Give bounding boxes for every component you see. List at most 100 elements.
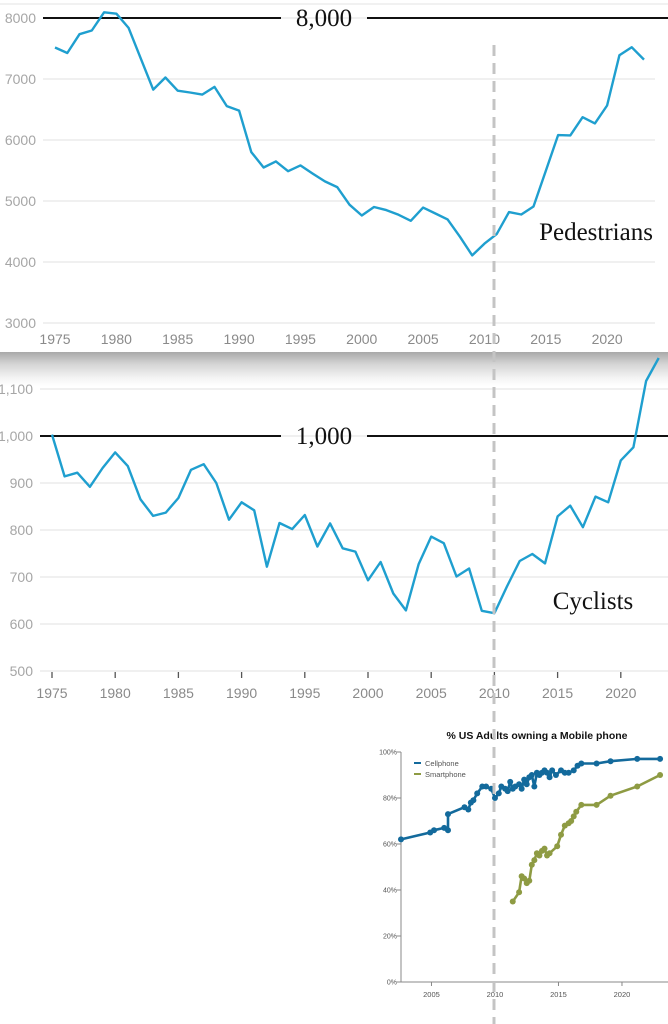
x-tick-label: 1995	[289, 685, 320, 701]
y-tick-label: 6000	[5, 132, 36, 148]
x-tick-label: 2020	[605, 685, 636, 701]
x-tick-label: 2005	[416, 685, 447, 701]
cellphone-data-point	[523, 781, 530, 788]
smartphone-data-point	[554, 843, 561, 850]
series-cellphone	[398, 755, 664, 843]
smartphone-data-point	[536, 852, 543, 859]
cellphone-data-point	[544, 769, 551, 776]
cellphone-data-point	[607, 758, 614, 765]
smartphone-data-point	[509, 898, 516, 905]
x-tick-label: 1980	[101, 331, 132, 347]
cellphone-data-point	[444, 827, 451, 834]
y-tick-label: 3000	[5, 315, 36, 331]
x-tick-label: 2020	[592, 331, 623, 347]
y-tick-label: 40%	[383, 888, 397, 895]
y-tick-label: 1,000	[0, 428, 33, 444]
x-tick-label: 1975	[36, 685, 67, 701]
y-tick-label: 600	[10, 616, 34, 632]
series-label-cyclists: Cyclists	[553, 588, 634, 615]
smartphone-data-point	[521, 875, 528, 882]
cyclists-chart: 500 600 700 800 900 1,000 1,100 1975 1980 1985 19…	[0, 357, 668, 701]
pedestrians-data-points	[54, 12, 644, 256]
smartphone-data-point	[634, 783, 641, 790]
pedestrians-reference-line: 8,000	[43, 5, 668, 32]
x-tick-label: 2010	[487, 990, 504, 999]
cellphone-data-point	[465, 806, 472, 813]
x-tick-label: 1980	[100, 685, 131, 701]
cellphone-data-point	[398, 836, 404, 843]
y-tick-label: 7000	[5, 71, 36, 87]
smartphone-data-point	[607, 792, 614, 799]
y-tick-label: 80%	[383, 796, 397, 803]
smartphone-data-point	[578, 801, 585, 808]
x-tick-label: 2000	[352, 685, 383, 701]
smartphone-data-point	[541, 845, 548, 852]
smartphone-data-point	[546, 850, 553, 857]
cellphone-data-point	[570, 767, 577, 774]
smartphone-data-point	[593, 801, 600, 808]
x-tick-label: 2000	[346, 331, 377, 347]
y-tick-label: 20%	[383, 934, 397, 941]
y-tick-label: 5000	[5, 193, 36, 209]
cellphone-data-point	[552, 772, 559, 778]
pedestrians-y-axis: 3000 4000 5000 6000 7000 8000	[5, 10, 36, 331]
x-tick-label: 1995	[285, 331, 316, 347]
cellphone-data-point	[516, 781, 523, 788]
y-tick-label: 0%	[387, 980, 397, 987]
y-tick-label: 100%	[379, 750, 397, 757]
cellphone-data-point	[521, 776, 528, 783]
series-label-pedestrians: Pedestrians	[539, 219, 653, 246]
x-tick-label: 2015	[550, 990, 567, 999]
cellphone-data-point	[531, 783, 538, 790]
legend-label-cellphone: Cellphone	[425, 759, 459, 768]
cellphone-data-point	[657, 755, 664, 762]
y-tick-label: 4000	[5, 254, 36, 270]
smartphone-data-point	[570, 813, 577, 820]
cellphone-data-point	[431, 827, 438, 834]
pedestrians-x-axis: 1975 1980 1985 1990 1995 2000 2005 2010 2015 2020	[39, 331, 623, 347]
y-tick-label: 8000	[5, 10, 36, 26]
cellphone-data-point	[491, 795, 498, 801]
cellphone-data-point	[444, 811, 451, 818]
mobile-chart-title: % US Adults owning a Mobile phone	[446, 730, 627, 742]
x-tick-label: 2020	[614, 990, 631, 999]
cellphone-data-point	[546, 774, 553, 781]
x-tick-label: 1985	[162, 331, 193, 347]
cellphone-data-point	[593, 760, 600, 767]
cellphone-data-point	[634, 755, 641, 762]
pedestrians-series-line	[54, 11, 645, 257]
cellphone-data-point	[507, 778, 514, 785]
x-tick-label: 2015	[530, 331, 561, 347]
cellphone-data-point	[474, 790, 481, 797]
pedestrians-gridlines	[43, 17, 655, 324]
series-smartphone	[509, 772, 664, 905]
y-tick-label: 800	[10, 522, 34, 538]
panel-divider-shadow	[0, 352, 668, 386]
cellphone-data-point	[565, 769, 572, 776]
cyclists-reference-line: 1,000	[40, 423, 668, 450]
cyclists-data-points	[51, 357, 659, 614]
mobile-chart-legend: Cellphone Smartphone	[414, 759, 466, 779]
y-tick-label: 700	[10, 569, 34, 585]
cellphone-data-point	[483, 783, 490, 790]
smartphone-data-point	[531, 857, 538, 864]
x-tick-label: 1990	[223, 331, 254, 347]
smartphone-data-point	[526, 877, 533, 884]
smartphone-data-point	[558, 831, 565, 838]
cyclists-series-line	[50, 357, 660, 615]
x-tick-label: 2005	[408, 331, 439, 347]
smartphone-data-point	[528, 861, 535, 868]
x-tick-label: 1990	[226, 685, 257, 701]
cyclists-y-axis: 500 600 700 800 900 1,000 1,100	[0, 381, 33, 679]
cellphone-data-point	[549, 767, 556, 774]
pedestrians-panel	[0, 0, 668, 352]
pedestrians-chart: 3000 4000 5000 6000 7000 8000 1975 1980 1985 199…	[0, 3, 668, 347]
x-tick-label: 2010	[469, 331, 500, 347]
smartphone-data-point	[573, 808, 580, 815]
cellphone-data-point	[504, 788, 511, 795]
smartphone-data-point	[657, 772, 664, 778]
y-tick-label: 60%	[383, 842, 397, 849]
cellphone-data-point	[528, 772, 535, 778]
